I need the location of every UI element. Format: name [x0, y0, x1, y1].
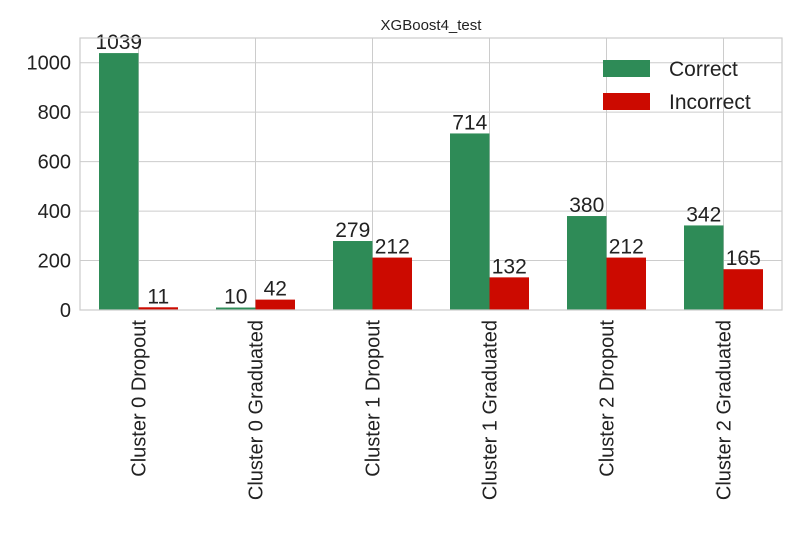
bar-value-label: 11: [147, 285, 169, 308]
x-tick-label: Cluster 0 Dropout: [129, 320, 151, 477]
x-tick-label: Cluster 0 Graduated: [246, 320, 268, 500]
y-tick-label: 200: [38, 251, 71, 273]
legend: Correct Incorrect: [603, 58, 751, 114]
bar-correct-5: [684, 225, 724, 310]
y-tick-label: 0: [60, 300, 71, 322]
y-tick-label: 400: [38, 201, 71, 223]
bar-incorrect-2: [372, 257, 412, 310]
bar-value-label: 714: [452, 111, 487, 134]
y-tick-label: 800: [38, 102, 71, 124]
legend-label-correct: Correct: [669, 58, 738, 81]
bar-incorrect-1: [255, 299, 295, 310]
plot-area: [80, 38, 782, 310]
bar-incorrect-5: [723, 269, 763, 310]
bar-value-label: 380: [569, 194, 604, 217]
x-tick-label: Cluster 2 Graduated: [714, 320, 736, 500]
bar-value-label: 165: [726, 247, 761, 270]
chart-title: XGBoost4_test: [381, 17, 483, 34]
legend-swatch-incorrect: [603, 93, 650, 110]
y-tick-label: 1000: [27, 53, 72, 75]
x-axis-ticks: Cluster 0 Dropout Cluster 0 Graduated Clus…: [129, 320, 736, 501]
bar-correct-1: [216, 307, 256, 310]
bar-value-label: 342: [686, 203, 721, 226]
bar-incorrect-4: [606, 257, 646, 310]
plot-frame: [79, 37, 783, 311]
bar-incorrect-3: [489, 277, 529, 310]
bar-value-label: 279: [335, 219, 370, 242]
y-tick-label: 600: [38, 152, 71, 174]
x-tick-label: Cluster 1 Dropout: [363, 320, 385, 477]
bar-value-label: 10: [224, 286, 247, 309]
x-tick-label: Cluster 2 Dropout: [597, 320, 619, 477]
x-tick-label: Cluster 1 Graduated: [480, 320, 502, 500]
bar-value-label: 42: [264, 278, 287, 301]
legend-label-incorrect: Incorrect: [669, 91, 751, 114]
bar-correct-2: [333, 241, 373, 310]
bar-correct-3: [450, 133, 490, 310]
bar-correct-4: [567, 216, 607, 310]
bar-value-label: 212: [375, 236, 410, 259]
bar-incorrect-0: [138, 307, 178, 310]
bar-value-label: 212: [609, 236, 644, 259]
legend-swatch-correct: [603, 60, 650, 77]
bar-correct-0: [99, 53, 139, 310]
bar-value-label: 1039: [95, 31, 142, 54]
y-axis-ticks: 0 200 400 600 800 1000: [27, 53, 72, 322]
bar-value-label: 132: [492, 255, 527, 278]
bars: [99, 53, 763, 310]
